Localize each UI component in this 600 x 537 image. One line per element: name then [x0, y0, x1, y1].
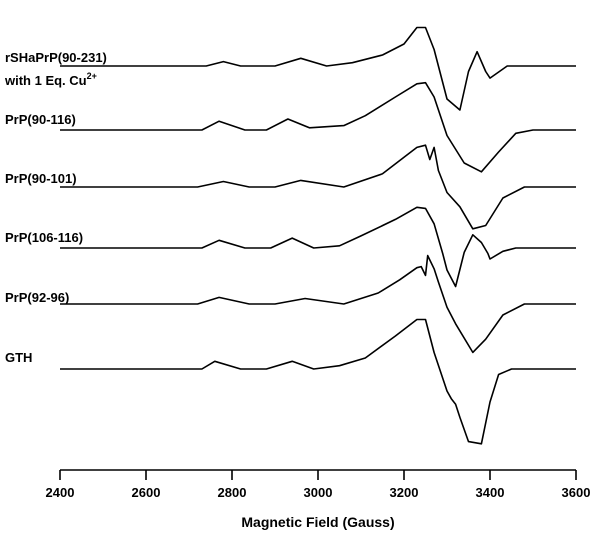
x-axis-label: Magnetic Field (Gauss) [241, 514, 394, 530]
x-tick-label-3000: 3000 [304, 485, 333, 500]
label-series-1-line2: with 1 Eq. Cu2+ [4, 71, 97, 88]
series-line-5 [60, 254, 576, 354]
series-line-1 [60, 26, 576, 111]
label-series-1-superscript: 2+ [87, 71, 97, 81]
x-tick-label-2400: 2400 [46, 485, 75, 500]
label-series-6: GTH [5, 350, 32, 365]
label-series-2: PrP(90-116) [5, 112, 76, 127]
label-series-4: PrP(106-116) [5, 230, 83, 245]
label-series-3: PrP(90-101) [5, 171, 77, 186]
x-tick-label-2800: 2800 [218, 485, 247, 500]
series-line-4 [60, 206, 576, 288]
label-series-1: rSHaPrP(90-231) [5, 50, 107, 65]
x-tick-label-2600: 2600 [132, 485, 161, 500]
series-line-6 [60, 318, 576, 445]
x-tick-label-3600: 3600 [562, 485, 591, 500]
x-tick-label-3200: 3200 [390, 485, 419, 500]
label-series-5: PrP(92-96) [5, 290, 69, 305]
traces-group [60, 26, 576, 445]
x-tick-label-3400: 3400 [476, 485, 505, 500]
series-line-3 [60, 144, 576, 230]
series-line-2 [60, 81, 576, 173]
label-series-1-line2-text: with 1 Eq. Cu [4, 73, 87, 88]
x-ticks-group: 2400 2600 2800 3000 3200 3400 3600 [46, 470, 591, 500]
